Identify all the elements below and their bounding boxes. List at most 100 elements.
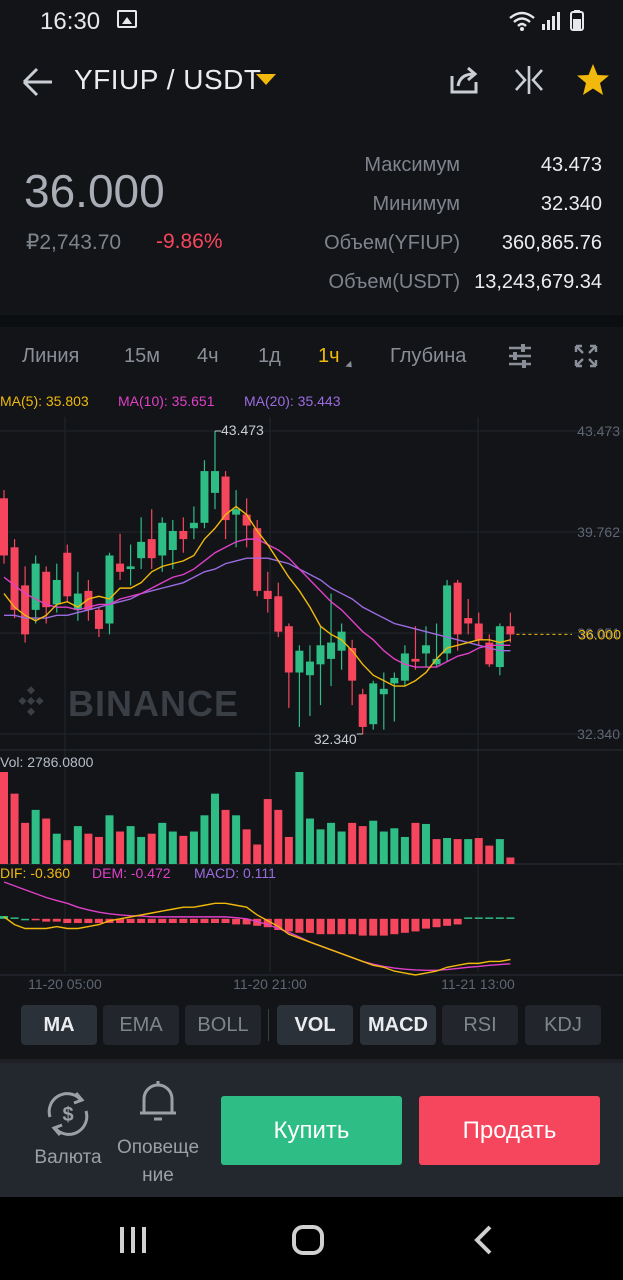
indicator-vol[interactable]: VOL (277, 1005, 353, 1045)
stat-value-high: 43.473 (540, 154, 602, 176)
volume-bar (432, 839, 441, 864)
kline-chart-canvas[interactable]: 43.473 39.762 36.051 32.340 43.473 32.340 36.0… (0, 387, 623, 995)
kline-chart[interactable]: 43.473 39.762 36.051 32.340 43.473 32.340 36.0… (0, 387, 623, 995)
candle-body (464, 618, 473, 624)
candle-body (116, 563, 125, 572)
macd-hist-bar (464, 917, 473, 919)
fullscreen-icon[interactable] (574, 344, 598, 368)
candle-body (422, 645, 430, 654)
volume-bar (400, 836, 409, 864)
macd-hist-bar (211, 918, 219, 924)
indicator-macd[interactable]: MACD (360, 1005, 436, 1045)
caret-down-icon[interactable] (256, 74, 276, 85)
alert-button[interactable]: Оповеще ние (113, 1079, 203, 1190)
indicator-rsi[interactable]: RSI (442, 1005, 518, 1045)
volume-bar (200, 815, 209, 864)
macd-hist-bar (63, 918, 72, 924)
candle-body (63, 552, 72, 597)
macd-hist-bar (232, 918, 241, 925)
macd-hist-bar (84, 918, 93, 924)
star-icon[interactable] (575, 62, 611, 98)
candle-body (453, 582, 462, 635)
volume-bar (253, 844, 262, 864)
x-axis-tick: 11-20 05:00 (28, 976, 102, 992)
dif-line (3, 902, 511, 976)
settings-sliders-icon[interactable] (507, 343, 533, 369)
volume-bar (284, 836, 293, 864)
back-arrow-icon[interactable] (20, 64, 56, 100)
candle-body (495, 626, 504, 668)
currency-exchange-icon: $ (47, 1092, 89, 1136)
macd-hist-bar (116, 918, 125, 924)
recents-icon[interactable] (118, 1227, 148, 1253)
volume-bar (126, 826, 135, 864)
candle-body (42, 571, 51, 608)
volume-bar (474, 838, 483, 864)
timeframe-1d[interactable]: 1д (258, 345, 281, 367)
indicator-ma[interactable]: MA (21, 1005, 97, 1045)
candle-body (369, 683, 378, 725)
candle-body (485, 642, 494, 665)
ma10-line (3, 538, 511, 668)
macd-hist-bar (506, 917, 515, 919)
compare-icon[interactable] (512, 64, 546, 96)
volume-bar (274, 809, 283, 864)
legend-dif: DIF: -0.360 (0, 865, 71, 881)
legend-dem: DEM: -0.472 (92, 865, 171, 881)
candle-body (147, 539, 156, 559)
indicator-boll[interactable]: BOLL (185, 1005, 261, 1045)
share-icon[interactable] (448, 64, 480, 96)
y-axis-tick: 43.473 (577, 423, 620, 439)
buy-button[interactable]: Купить (221, 1096, 402, 1165)
section-divider (0, 315, 623, 327)
macd-hist-bar (21, 918, 30, 921)
macd-hist-bar (253, 918, 262, 926)
candle-body (474, 623, 483, 640)
sell-button[interactable]: Продать (419, 1096, 600, 1165)
timeframe-depth[interactable]: Глубина (390, 345, 467, 367)
macd-hist-bar (263, 918, 272, 928)
macd-hist-bar (474, 917, 483, 919)
candle-body (126, 566, 135, 570)
volume-bar (168, 831, 177, 864)
volume-bar (316, 829, 325, 864)
dem-line (3, 881, 511, 972)
pair-title[interactable]: YFIUP / USDT (74, 64, 262, 95)
volume-bar (21, 822, 30, 864)
back-icon[interactable] (472, 1225, 494, 1255)
timeframe-more-icon[interactable] (345, 360, 355, 371)
x-axis-tick: 11-20 21:00 (233, 976, 307, 992)
volume-bar (73, 826, 82, 864)
timeframe-15m[interactable]: 15м (124, 345, 160, 367)
timeframe-line[interactable]: Линия (22, 345, 80, 367)
timeframe-1h[interactable]: 1ч (318, 345, 340, 367)
volume-bar (105, 815, 114, 864)
high-marker: 43.473 (221, 422, 264, 438)
candle-body (411, 658, 420, 662)
volume-bar (422, 823, 430, 864)
candle-body (274, 596, 283, 632)
volume-bar (84, 833, 93, 864)
candle-body (390, 677, 399, 684)
indicator-ema[interactable]: EMA (103, 1005, 179, 1045)
volume-bar (242, 829, 251, 864)
candle-body (179, 530, 188, 540)
volume-bar (379, 831, 388, 864)
volume-bar (116, 831, 125, 864)
volume-bar (158, 822, 167, 864)
ma20-line (4, 557, 511, 652)
timeframe-4h[interactable]: 4ч (197, 345, 219, 367)
stat-value-volume-base: 360,865.76 (501, 232, 602, 254)
macd-hist-bar (369, 918, 378, 936)
legend-volume: Vol: 2786.0800 (0, 754, 94, 770)
macd-hist-bar (137, 918, 146, 924)
macd-hist-bar (242, 918, 251, 925)
volume-bar (443, 838, 452, 864)
battery-icon (570, 10, 584, 31)
indicator-kdj[interactable]: KDJ (525, 1005, 601, 1045)
legend-ma10: MA(10): 35.651 (118, 393, 215, 409)
candle-body (137, 541, 146, 559)
status-icons (509, 10, 584, 31)
home-icon[interactable] (292, 1225, 324, 1255)
currency-button[interactable]: $ Валюта (28, 1089, 108, 1172)
